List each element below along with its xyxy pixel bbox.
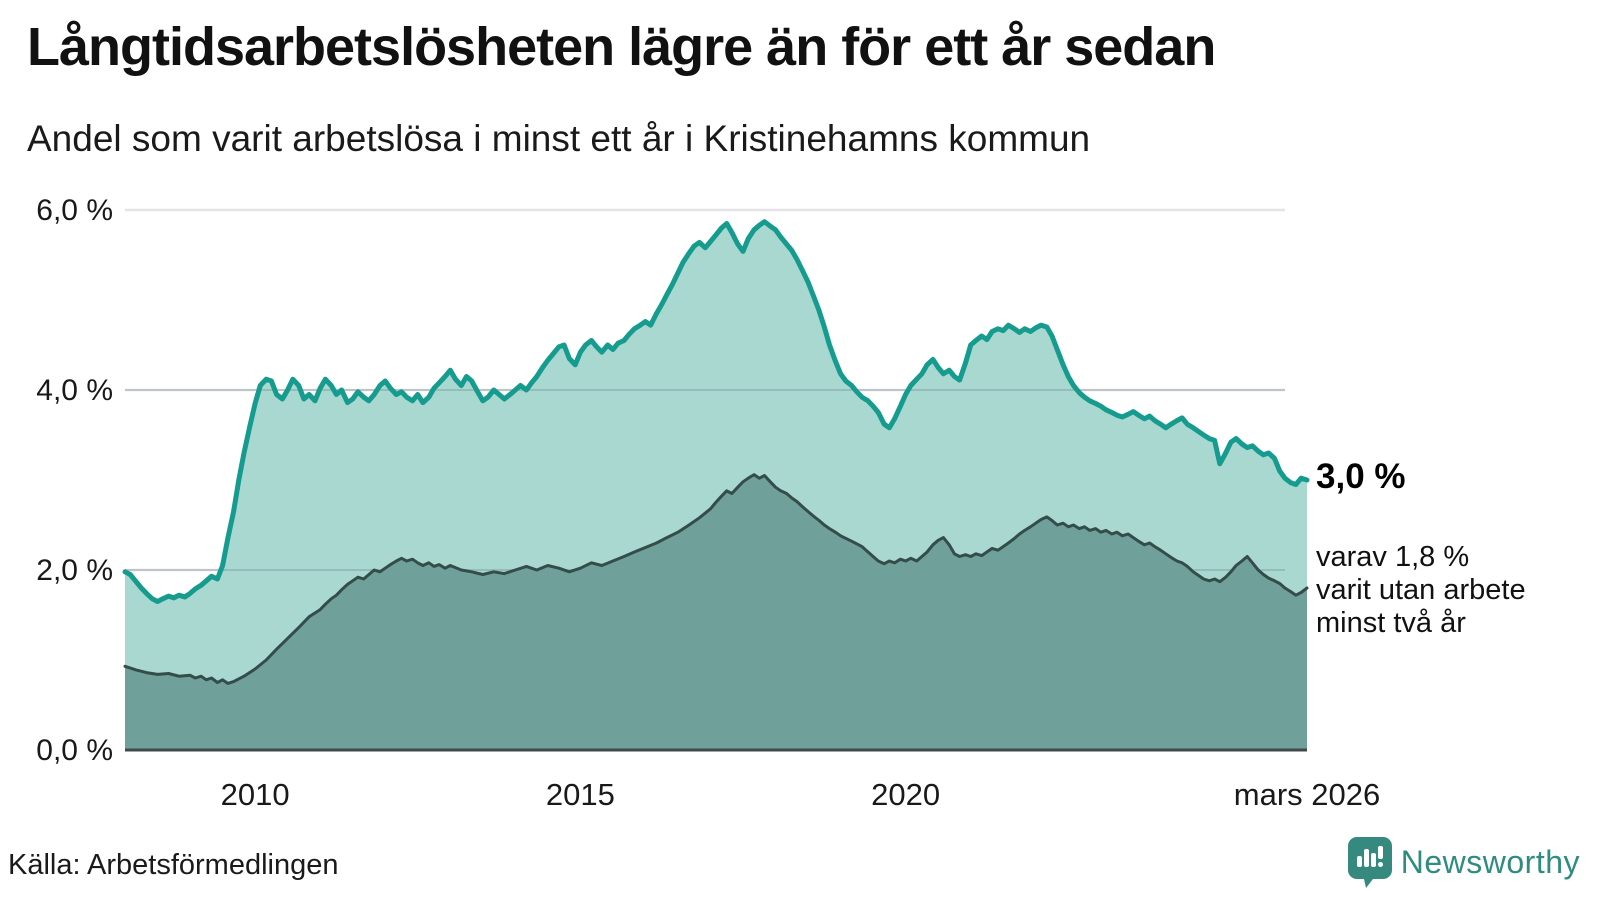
annot-sub-line1: varav 1,8 %	[1316, 541, 1470, 573]
newsworthy-speech-bubble-icon	[1347, 837, 1392, 888]
series-line-minst-tva-ar	[123, 473, 1309, 685]
end-value-label-sub: varav 1,8 % varit utan arbete minst två …	[1316, 541, 1526, 640]
y-tick-label: 0,0 %	[36, 734, 113, 767]
brand-wordmark: Newsworthy	[1400, 843, 1580, 880]
page-title: Långtidsarbetslösheten lägre än för ett …	[27, 17, 1216, 77]
x-tick-label: 2010	[221, 777, 290, 812]
unemployment-area-chart: 0,0 % 2,0 % 4,0 % 6,0 % 2010 2015 2020 mars 202…	[36, 194, 1380, 812]
series-line-minst-ett-ar	[122, 219, 1310, 604]
annot-sub-line3: minst två år	[1316, 607, 1466, 639]
series-area-minst-tva-ar	[125, 474, 1307, 750]
annot-sub-line2: varit utan arbete	[1316, 574, 1526, 606]
end-value-label-total: 3,0 %	[1316, 457, 1406, 496]
page-subtitle: Andel som varit arbetslösa i minst ett å…	[27, 118, 1091, 159]
brand-logo: Newsworthy	[1347, 836, 1580, 888]
x-tick-label: mars 2026	[1234, 777, 1380, 812]
x-tick-label: 2020	[871, 777, 940, 812]
x-tick-label: 2015	[546, 777, 615, 812]
source-attribution: Källa: Arbetsförmedlingen	[8, 849, 339, 881]
y-tick-label: 2,0 %	[36, 554, 113, 587]
y-tick-label: 4,0 %	[36, 374, 113, 407]
y-tick-label: 6,0 %	[36, 194, 113, 227]
